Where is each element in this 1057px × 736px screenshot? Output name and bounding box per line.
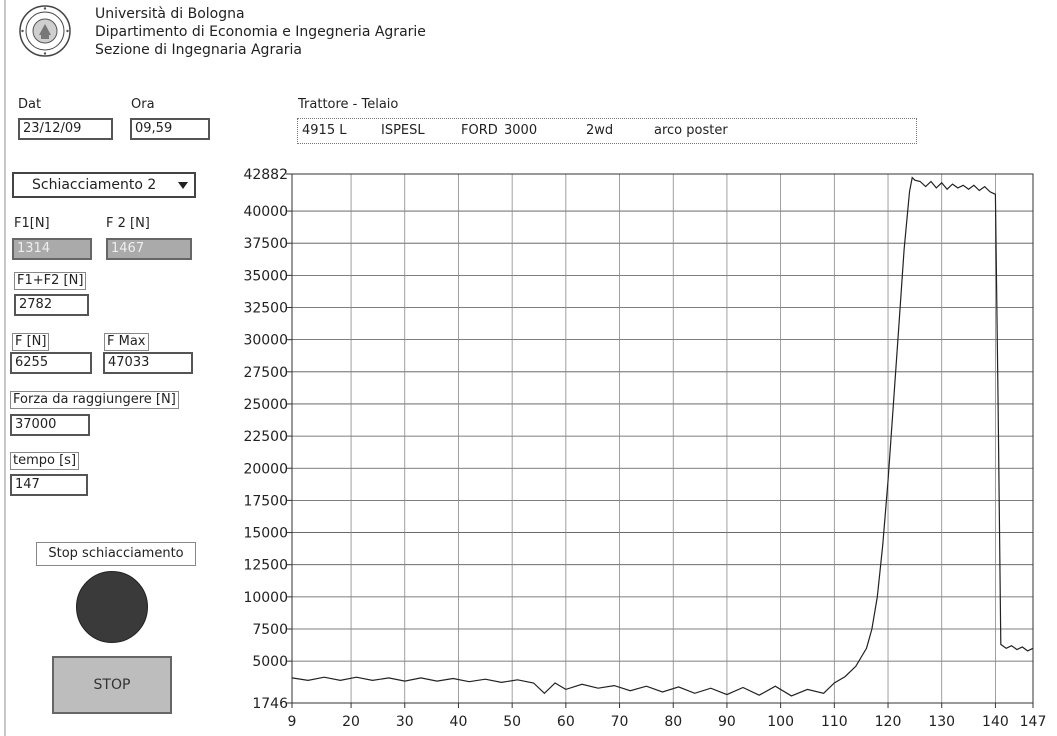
f-max-field: 47033 xyxy=(103,352,193,374)
tractor-label: Trattore - Telaio xyxy=(298,97,399,112)
university-seal-logo xyxy=(19,5,71,57)
x-tick-label: 140 xyxy=(982,714,1009,730)
tractor-frame-field[interactable]: 4915 L ISPESL FORD 3000 2wd arco poster xyxy=(297,118,917,144)
y-tick-label: 27500 xyxy=(243,365,288,381)
f2-label: F 2 [N] xyxy=(106,216,150,231)
f-label: F [N] xyxy=(12,333,50,351)
y-tick-label: 10000 xyxy=(243,590,288,606)
stop-button-label: STOP xyxy=(93,677,131,693)
x-tick-label: 110 xyxy=(821,714,848,730)
window-edge xyxy=(4,0,6,736)
section-name: Sezione di Ingegnaria Agraria xyxy=(95,42,303,58)
elapsed-time-label: tempo [s] xyxy=(10,452,80,470)
x-tick-label: 60 xyxy=(557,714,575,730)
stop-button[interactable]: STOP xyxy=(52,656,172,714)
x-tick-label: 50 xyxy=(503,714,521,730)
y-tick-label: 37500 xyxy=(243,236,288,252)
y-tick-label: 25000 xyxy=(243,397,288,413)
x-tick-label: 90 xyxy=(718,714,736,730)
tractor-authority: ISPESL xyxy=(381,123,425,138)
x-tick-label: 70 xyxy=(611,714,629,730)
y-tick-label: 42882 xyxy=(243,167,288,183)
y-tick-label: 12500 xyxy=(243,558,288,574)
y-tick-label: 1746 xyxy=(252,696,288,712)
time-label: Ora xyxy=(131,97,155,112)
f-sum-label: F1+F2 [N] xyxy=(14,272,87,290)
x-tick-label: 9 xyxy=(288,714,297,730)
stop-crush-indicator[interactable] xyxy=(76,571,148,643)
x-tick-label: 80 xyxy=(664,714,682,730)
stop-crush-label: Stop schiacciamento xyxy=(36,542,196,566)
x-tick-label: 40 xyxy=(450,714,468,730)
tractor-model: 4915 L xyxy=(302,123,347,138)
y-tick-label: 30000 xyxy=(243,333,288,349)
x-tick-label: 130 xyxy=(928,714,955,730)
y-tick-label: 35000 xyxy=(243,268,288,284)
date-label: Dat xyxy=(18,97,42,112)
chevron-down-icon xyxy=(178,182,188,189)
y-tick-label: 5000 xyxy=(252,654,288,670)
x-tick-label: 20 xyxy=(342,714,360,730)
target-force-label: Forza da raggiungere [N] xyxy=(10,391,179,409)
tractor-make: FORD xyxy=(461,123,498,138)
y-tick-label: 32500 xyxy=(243,301,288,317)
force-trace-line xyxy=(291,176,1034,697)
tractor-frame: arco poster xyxy=(654,123,728,138)
f1-label: F1[N] xyxy=(14,216,50,231)
plot-frame xyxy=(291,173,1034,704)
test-mode-select[interactable]: Schiacciamento 2 xyxy=(12,172,196,198)
tractor-number: 3000 xyxy=(504,123,538,138)
tractor-drive: 2wd xyxy=(586,123,614,138)
x-tick-label: 120 xyxy=(875,714,902,730)
y-tick-label: 17500 xyxy=(243,493,288,509)
date-field[interactable]: 23/12/09 xyxy=(18,118,113,140)
x-tick-label: 100 xyxy=(767,714,794,730)
y-tick-label: 15000 xyxy=(243,526,288,542)
x-tick-label: 147 xyxy=(1020,714,1047,730)
y-tick-label: 20000 xyxy=(243,461,288,477)
time-field[interactable]: 09,59 xyxy=(130,118,210,140)
f2-field: 1467 xyxy=(106,238,192,260)
f-sum-field: 2782 xyxy=(14,294,89,316)
f1-field: 1314 xyxy=(12,238,92,260)
department-name: Dipartimento di Economia e Ingegneria Ag… xyxy=(95,24,426,40)
y-tick-label: 7500 xyxy=(252,622,288,638)
y-tick-label: 40000 xyxy=(243,204,288,220)
f-max-label: F Max xyxy=(104,333,149,351)
y-tick-label: 22500 xyxy=(243,429,288,445)
university-name: Università di Bologna xyxy=(95,6,245,22)
elapsed-time-field: 147 xyxy=(10,474,88,496)
f-field: 6255 xyxy=(10,352,92,374)
x-tick-label: 30 xyxy=(396,714,414,730)
target-force-field[interactable]: 37000 xyxy=(10,414,90,436)
test-mode-value: Schiacciamento 2 xyxy=(32,177,157,193)
